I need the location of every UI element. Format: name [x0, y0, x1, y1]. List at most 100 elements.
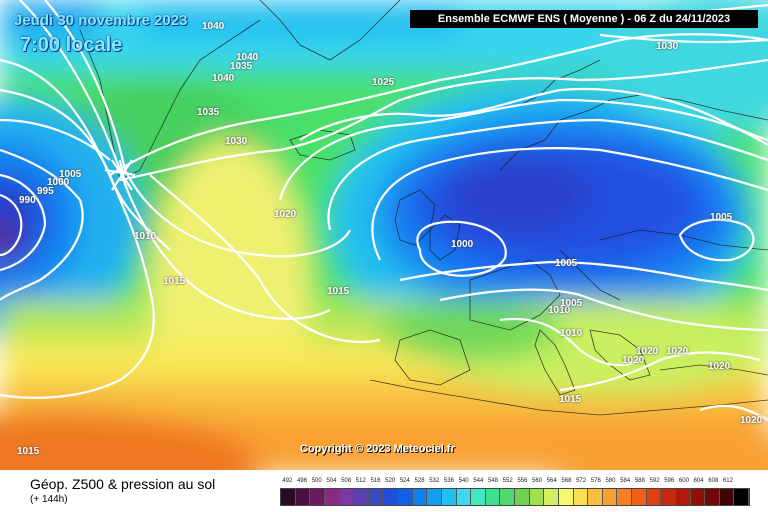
geopotential-map: [0, 0, 768, 470]
color-scale-cell: [339, 489, 355, 505]
isobar-label: 1020: [708, 361, 731, 372]
color-scale-cell: [295, 489, 311, 505]
z500-color-field: [0, 0, 768, 470]
color-scale-label: 552: [502, 478, 513, 484]
isobar-label: 1015: [17, 446, 40, 457]
color-scale-cell: [368, 489, 384, 505]
color-scale-cell: [705, 489, 720, 505]
chart-parameter-title: Géop. Z500 & pression au sol: [30, 476, 216, 492]
color-scale-label: 588: [634, 478, 645, 484]
color-scale-label: 576: [590, 478, 601, 484]
color-scale-cell: [588, 489, 603, 505]
isobar-label: 1040: [212, 73, 235, 84]
color-scale-cell: [661, 489, 676, 505]
color-scale-label: 612: [722, 478, 733, 484]
isobar-label: 1020: [622, 355, 645, 366]
valid-time: 7:00 locale: [20, 34, 123, 56]
isobar-label: 1030: [656, 41, 679, 52]
isobar-label: 1005: [59, 169, 82, 180]
color-scale-label: 520: [385, 478, 396, 484]
isobar-label: 1000: [451, 239, 474, 250]
isobar-label: 1010: [560, 328, 583, 339]
color-scale-cell: [529, 489, 545, 505]
color-scale-cell: [471, 489, 486, 505]
isobar-label: 1010: [134, 231, 157, 242]
color-scale-cell: [383, 489, 398, 505]
color-scale-label: 544: [473, 478, 484, 484]
color-scale-cell: [558, 489, 574, 505]
isobar-label: 1000: [47, 177, 70, 188]
color-scale-label: 584: [620, 478, 631, 484]
color-scale-label: 516: [370, 478, 381, 484]
color-scale-label: 572: [576, 478, 587, 484]
color-scale-cell: [617, 489, 632, 505]
color-scale-label: 528: [414, 478, 425, 484]
color-scale-label: 580: [605, 478, 616, 484]
color-scale-cell: [544, 489, 559, 505]
color-scale-cell: [485, 489, 501, 505]
isobar-label: 1005: [555, 258, 578, 269]
isobar-label: 1020: [740, 415, 763, 426]
color-scale-label: 596: [664, 478, 675, 484]
color-scale-label: 496: [297, 478, 308, 484]
color-scale-cell: [354, 489, 369, 505]
isobar-label: 1005: [710, 212, 733, 223]
color-scale-label: 556: [517, 478, 528, 484]
color-scale: 492 496 500 504 508 512 516 520 524 528 532 536 540 5…: [280, 478, 750, 508]
isobar-label: 1025: [372, 77, 395, 88]
forecast-lead-time: (+ 144h): [30, 494, 68, 505]
color-scale-cell: [573, 489, 589, 505]
isobar-label: 995: [37, 186, 54, 197]
color-scale-cell: [646, 489, 662, 505]
isobar-label: 1035: [197, 107, 220, 118]
color-scale-label: 560: [532, 478, 543, 484]
isobar-label: 1020: [636, 346, 659, 357]
color-scale-cell: [398, 489, 413, 505]
color-scale-cell: [602, 489, 618, 505]
color-scale-cell: [734, 489, 749, 505]
color-scale-bar: [280, 488, 750, 506]
color-scale-labels: 492 496 500 504 508 512 516 520 524 528 532 536 540 5…: [280, 478, 750, 488]
isobar-label: 990: [19, 195, 36, 206]
color-scale-label: 532: [429, 478, 440, 484]
color-scale-cell: [500, 489, 515, 505]
color-scale-cell: [427, 489, 442, 505]
color-scale-cell: [324, 489, 340, 505]
color-scale-label: 548: [487, 478, 498, 484]
valid-date: Jeudi 30 novembre 2023: [14, 12, 188, 29]
color-scale-label: 600: [678, 478, 689, 484]
color-scale-label: 512: [355, 478, 366, 484]
isobars: [0, 0, 768, 420]
isobar-label: 1010: [548, 305, 571, 316]
isobar-label: 1030: [225, 136, 248, 147]
isobar-label: 1020: [274, 209, 297, 220]
color-scale-cell: [412, 489, 428, 505]
color-scale-label: 492: [282, 478, 293, 484]
isobar-label: 1005: [560, 298, 583, 309]
color-scale-label: 568: [561, 478, 572, 484]
color-scale-cell: [690, 489, 706, 505]
isobar-label: 1035: [230, 61, 253, 72]
color-scale-label: 500: [311, 478, 322, 484]
color-scale-label: 604: [693, 478, 704, 484]
isobar-label: 1040: [236, 52, 259, 63]
color-scale-cell: [441, 489, 457, 505]
color-scale-cell: [675, 489, 691, 505]
color-scale-cell: [719, 489, 735, 505]
color-scale-label: 508: [341, 478, 352, 484]
isobar-label: 1020: [666, 346, 689, 357]
isobar-label: 1015: [163, 276, 186, 287]
isobar-label: 1015: [327, 286, 350, 297]
color-scale-label: 592: [649, 478, 660, 484]
color-scale-label: 608: [708, 478, 719, 484]
color-scale-cell: [310, 489, 325, 505]
isobar-label: 1040: [202, 21, 225, 32]
color-scale-cell: [281, 489, 296, 505]
color-scale-label: 536: [443, 478, 454, 484]
color-scale-cell: [632, 489, 647, 505]
color-scale-label: 540: [458, 478, 469, 484]
color-scale-label: 504: [326, 478, 337, 484]
color-scale-label: 564: [546, 478, 557, 484]
color-scale-cell: [515, 489, 530, 505]
